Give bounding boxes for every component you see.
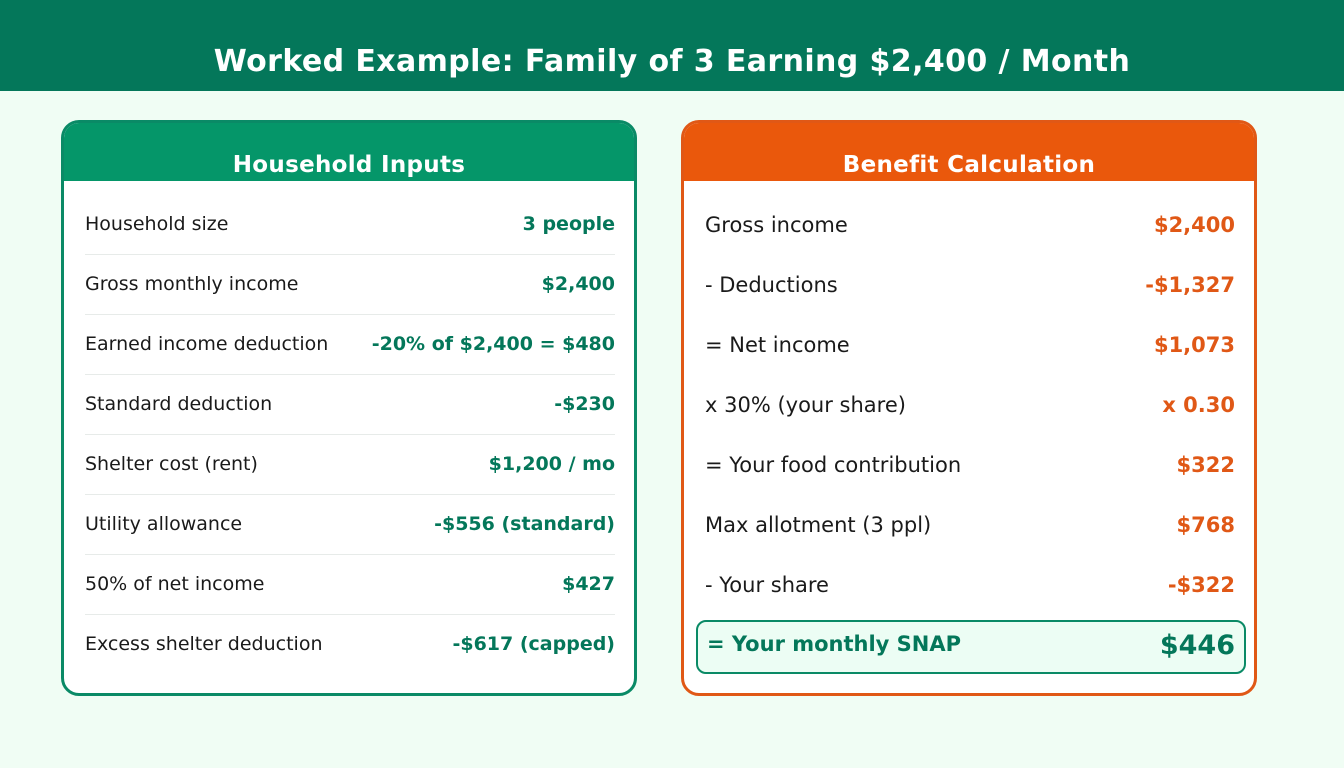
input-row-shelter-cost: Shelter cost (rent) $1,200 / mo (85, 452, 615, 512)
calc-row-max-allotment: Max allotment (3 ppl) $768 (705, 512, 1235, 572)
calc-row-your-share: - Your share -$322 (705, 572, 1235, 632)
row-value: -$556 (standard) (434, 513, 615, 535)
row-label: Earned income deduction (85, 333, 329, 355)
row-value: -20% of $2,400 = $480 (371, 333, 615, 355)
input-row-half-net-income: 50% of net income $427 (85, 572, 615, 632)
benefit-calculation-card: Benefit Calculation Gross income $2,400 … (681, 120, 1257, 696)
row-value: x 0.30 (1162, 393, 1235, 417)
row-label: = Net income (705, 333, 850, 357)
calc-row-your-share-rate: x 30% (your share) x 0.30 (705, 392, 1235, 452)
input-row-excess-shelter-deduction: Excess shelter deduction -$617 (capped) (85, 632, 615, 692)
input-row-household-size: Household size 3 people (85, 212, 615, 272)
row-label: 50% of net income (85, 573, 265, 595)
row-value: $1,073 (1153, 333, 1235, 357)
page-title: Worked Example: Family of 3 Earning $2,4… (213, 44, 1131, 79)
row-value: $427 (562, 573, 615, 595)
household-inputs-header: Household Inputs (64, 123, 634, 181)
row-label: Standard deduction (85, 393, 273, 415)
input-row-standard-deduction: Standard deduction -$230 (85, 392, 615, 452)
total-value: $446 (1159, 630, 1235, 661)
input-row-earned-income-deduction: Earned income deduction -20% of $2,400 =… (85, 332, 615, 392)
row-label: Gross income (705, 213, 848, 237)
row-label: Max allotment (3 ppl) (705, 513, 932, 537)
row-divider (85, 374, 615, 375)
total-label: = Your monthly SNAP (707, 632, 962, 656)
row-value: -$617 (capped) (452, 633, 615, 655)
row-divider (85, 434, 615, 435)
calc-row-gross-income: Gross income $2,400 (705, 212, 1235, 272)
row-divider (85, 614, 615, 615)
input-row-utility-allowance: Utility allowance -$556 (standard) (85, 512, 615, 572)
row-label: - Your share (705, 573, 829, 597)
row-divider (85, 254, 615, 255)
row-label: - Deductions (705, 273, 838, 297)
row-label: x 30% (your share) (705, 393, 906, 417)
calc-row-food-contribution: = Your food contribution $322 (705, 452, 1235, 512)
benefit-calculation-title: Benefit Calculation (842, 152, 1096, 178)
row-value: $1,200 / mo (488, 453, 615, 475)
page-header: Worked Example: Family of 3 Earning $2,4… (0, 0, 1344, 91)
row-value: $2,400 (1153, 213, 1235, 237)
row-value: -$230 (554, 393, 615, 415)
row-value: 3 people (522, 213, 615, 235)
row-divider (85, 554, 615, 555)
monthly-snap-total: = Your monthly SNAP $446 (696, 620, 1246, 674)
row-label: Utility allowance (85, 513, 243, 535)
calc-row-deductions: - Deductions -$1,327 (705, 272, 1235, 332)
input-row-gross-income: Gross monthly income $2,400 (85, 272, 615, 332)
row-value: -$322 (1167, 573, 1235, 597)
row-value: -$1,327 (1145, 273, 1235, 297)
row-divider (85, 314, 615, 315)
row-label: Excess shelter deduction (85, 633, 323, 655)
household-inputs-title: Household Inputs (232, 152, 466, 178)
calc-row-net-income: = Net income $1,073 (705, 332, 1235, 392)
row-value: $768 (1176, 513, 1235, 537)
row-label: = Your food contribution (705, 453, 962, 477)
row-label: Shelter cost (rent) (85, 453, 258, 475)
household-inputs-card: Household Inputs Household size 3 people… (61, 120, 637, 696)
benefit-calculation-header: Benefit Calculation (684, 123, 1254, 181)
row-label: Household size (85, 213, 229, 235)
row-value: $2,400 (541, 273, 615, 295)
row-divider (85, 494, 615, 495)
row-value: $322 (1176, 453, 1235, 477)
row-label: Gross monthly income (85, 273, 299, 295)
